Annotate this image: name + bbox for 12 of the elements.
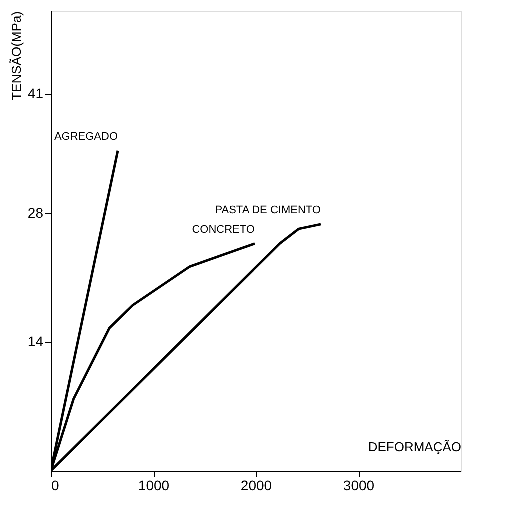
x-tick-label: 1000 xyxy=(138,478,170,494)
y-tick-label: 28 xyxy=(28,204,44,221)
series-label: CONCRETO xyxy=(192,224,256,236)
x-tick-label: 2000 xyxy=(240,478,272,494)
x-tick-label: 0 xyxy=(52,478,60,494)
y-axis-title: TENSÃO(MPa) xyxy=(8,12,24,100)
x-tick-label: 3000 xyxy=(343,478,375,494)
series-label: AGREGADO xyxy=(54,130,118,143)
y-tick-label: 14 xyxy=(28,334,44,350)
y-tick-label: 41 xyxy=(28,85,44,102)
series-label: PASTA DE CIMENTO xyxy=(215,204,322,216)
x-axis-title: DEFORMAÇÃO xyxy=(368,440,462,454)
